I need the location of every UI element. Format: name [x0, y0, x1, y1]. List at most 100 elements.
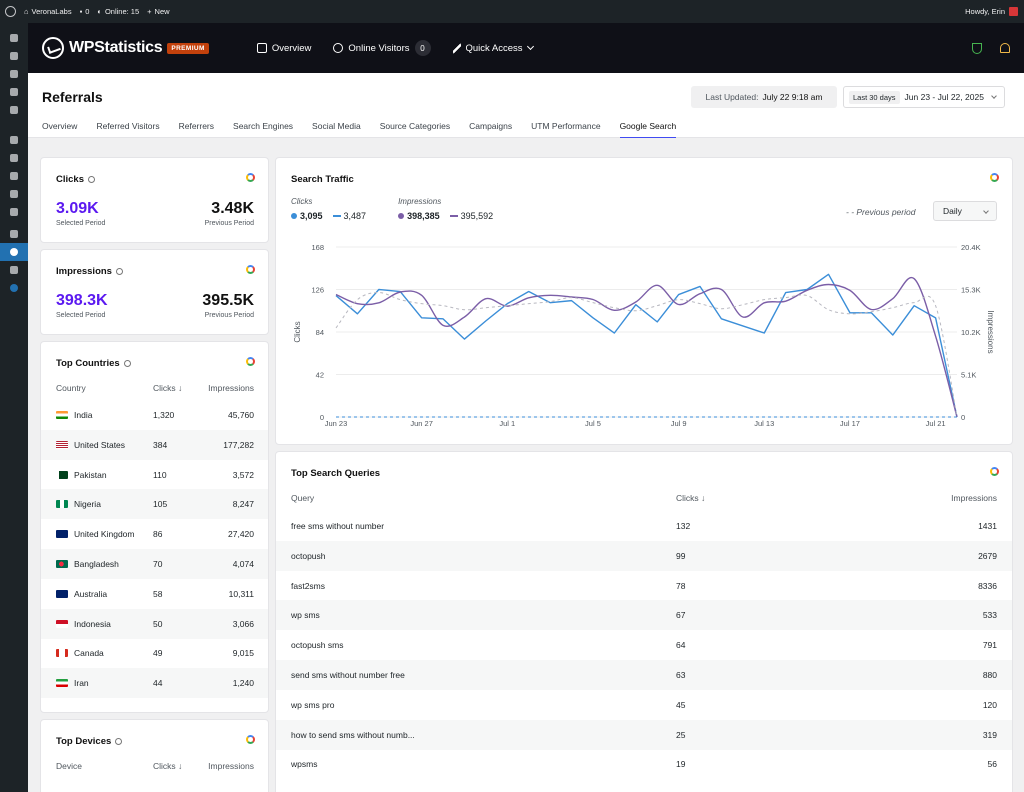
appearance-menu-icon[interactable]	[0, 131, 28, 149]
clicks-current-value: 3.09K	[56, 200, 99, 217]
shield-check-icon[interactable]	[972, 42, 982, 54]
country-impressions: 9,015	[232, 648, 254, 659]
x-tick-label: Jul 21	[926, 419, 946, 428]
clicks-card: Clicks 3.09K Selected Period 3.48K Previ…	[40, 157, 269, 243]
australia-flag-icon	[56, 589, 68, 598]
online-visitors-link[interactable]: ◐ Online: 15	[97, 7, 140, 16]
country-impressions: 27,420	[228, 529, 254, 540]
nav-overview[interactable]: Overview	[256, 43, 311, 54]
tab-search-engines[interactable]: Search Engines	[233, 121, 294, 131]
sort-clicks[interactable]: Clicks ↓	[153, 383, 183, 393]
tab-referred-visitors[interactable]: Referred Visitors	[96, 121, 160, 131]
query-text[interactable]: wpsms	[291, 759, 318, 770]
interval-select[interactable]: Daily	[933, 201, 997, 221]
query-text[interactable]: wp sms pro	[291, 699, 335, 710]
posts-menu-icon[interactable]	[0, 47, 28, 65]
settings-menu-icon[interactable]	[0, 203, 28, 221]
tab-campaigns[interactable]: Campaigns	[469, 121, 513, 131]
new-content-link[interactable]: + New	[147, 7, 170, 16]
table-row: octopush sms 64 791	[276, 630, 1012, 660]
tab-source-categories[interactable]: Source Categories	[379, 121, 451, 131]
country-name: Nigeria	[74, 499, 101, 510]
country-clicks: 44	[153, 678, 163, 689]
info-icon[interactable]	[88, 176, 95, 183]
legend-impressions-current[interactable]: 398,385	[398, 211, 440, 221]
sort-clicks[interactable]: Clicks ↓	[153, 761, 183, 771]
comments-link[interactable]: ▪ 0	[79, 7, 90, 16]
table-row: send sms without number free 63 880	[276, 660, 1012, 690]
impressions-previous-value: 395.5K	[202, 292, 254, 309]
sort-clicks[interactable]: Clicks ↓	[676, 493, 706, 503]
query-text[interactable]: fast2sms	[291, 580, 326, 591]
country-name: Australia	[74, 588, 108, 599]
tab-utm-performance[interactable]: UTM Performance	[531, 121, 601, 131]
query-text[interactable]: send sms without number free	[291, 670, 405, 680]
table-row: fast2sms 78 8336	[276, 571, 1012, 601]
analytics-menu-icon[interactable]	[0, 261, 28, 279]
query-text[interactable]: free sms without number	[291, 521, 385, 531]
legend-clicks-previous[interactable]: 3,487	[332, 211, 366, 221]
y2-tick-label: 10.2K	[961, 328, 981, 337]
user-account-menu[interactable]: Howdy, Erin	[965, 7, 1018, 16]
comments-menu-icon[interactable]	[0, 101, 28, 119]
home-icon: ⌂	[24, 7, 29, 16]
tab-social-media[interactable]: Social Media	[312, 121, 361, 131]
top-devices-card: Top Devices Device Clicks ↓ Impressions	[40, 719, 269, 792]
table-row: Iran 44 1,240	[41, 668, 268, 699]
table-row: Canada 49 9,015	[41, 638, 268, 668]
country-clicks: 49	[153, 648, 163, 659]
legend-impressions-previous[interactable]: 395,592	[449, 211, 493, 221]
query-impressions: 2679	[978, 550, 997, 561]
query-impressions: 120	[982, 699, 997, 710]
tools-menu-icon[interactable]	[0, 185, 28, 203]
top-queries-card: Top Search Queries Query Clicks ↓ Impres…	[275, 451, 1013, 792]
info-icon[interactable]	[123, 360, 131, 367]
x-tick-label: Jun 27	[410, 419, 433, 428]
info-icon[interactable]	[115, 738, 123, 745]
tab-overview[interactable]: Overview	[42, 121, 78, 131]
query-text[interactable]: octopush	[291, 550, 326, 561]
legend-clicks-current[interactable]: 3,095	[291, 211, 323, 221]
search-traffic-card: Search Traffic Clicks 3,095 3,487 Impres…	[275, 157, 1013, 445]
query-impressions: 319	[982, 729, 997, 740]
query-clicks: 63	[676, 670, 686, 680]
users-menu-icon[interactable]	[0, 167, 28, 185]
y-tick-label: 126	[311, 286, 324, 295]
x-tick-label: Jul 9	[671, 419, 687, 428]
dashboard-menu-icon[interactable]	[0, 29, 28, 47]
query-impressions: 791	[982, 640, 997, 651]
wordpress-logo-icon[interactable]	[5, 6, 16, 17]
brand-logo[interactable]: WPStatistics PREMIUM	[42, 37, 209, 59]
bell-icon[interactable]	[1000, 43, 1010, 53]
statistics-menu-icon[interactable]	[0, 243, 28, 261]
tab-google-search[interactable]: Google Search	[619, 121, 677, 138]
tab-referrers[interactable]: Referrers	[178, 121, 215, 131]
comment-icon: ▪	[79, 7, 83, 16]
impressions-current-value: 398.3K	[56, 292, 108, 309]
google-icon	[990, 467, 999, 476]
country-name: United States	[74, 439, 126, 450]
table-header: Query Clicks ↓ Impressions	[291, 493, 997, 503]
users-icon	[333, 43, 344, 53]
country-impressions: 3,572	[232, 469, 254, 480]
nav-quick-access[interactable]: Quick Access	[452, 42, 534, 54]
pages-menu-icon[interactable]	[0, 83, 28, 101]
country-clicks: 50	[153, 618, 163, 629]
query-text[interactable]: wp sms	[291, 610, 320, 621]
media-menu-icon[interactable]	[0, 65, 28, 83]
query-text[interactable]: how to send sms without numb...	[291, 729, 415, 740]
country-name: United Kingdom	[74, 529, 135, 540]
y-tick-label: 0	[320, 413, 324, 422]
query-text[interactable]: octopush sms	[291, 640, 344, 651]
sms-menu-icon[interactable]	[0, 225, 28, 243]
site-name-link[interactable]: ⌂ VeronaLabs	[24, 7, 72, 16]
date-range-picker[interactable]: Last 30 days Jun 23 - Jul 22, 2025	[843, 86, 1005, 108]
collapse-menu-icon[interactable]	[0, 279, 28, 297]
nav-online-visitors[interactable]: Online Visitors 0	[333, 40, 431, 56]
plugins-menu-icon[interactable]	[0, 149, 28, 167]
top-countries-card: Top Countries Country Clicks ↓ Impressio…	[40, 341, 269, 713]
query-clicks: 67	[676, 610, 686, 621]
info-icon[interactable]	[115, 268, 123, 275]
table-header: Country Clicks ↓ Impressions	[56, 383, 254, 393]
x-tick-label: Jul 17	[840, 419, 860, 428]
